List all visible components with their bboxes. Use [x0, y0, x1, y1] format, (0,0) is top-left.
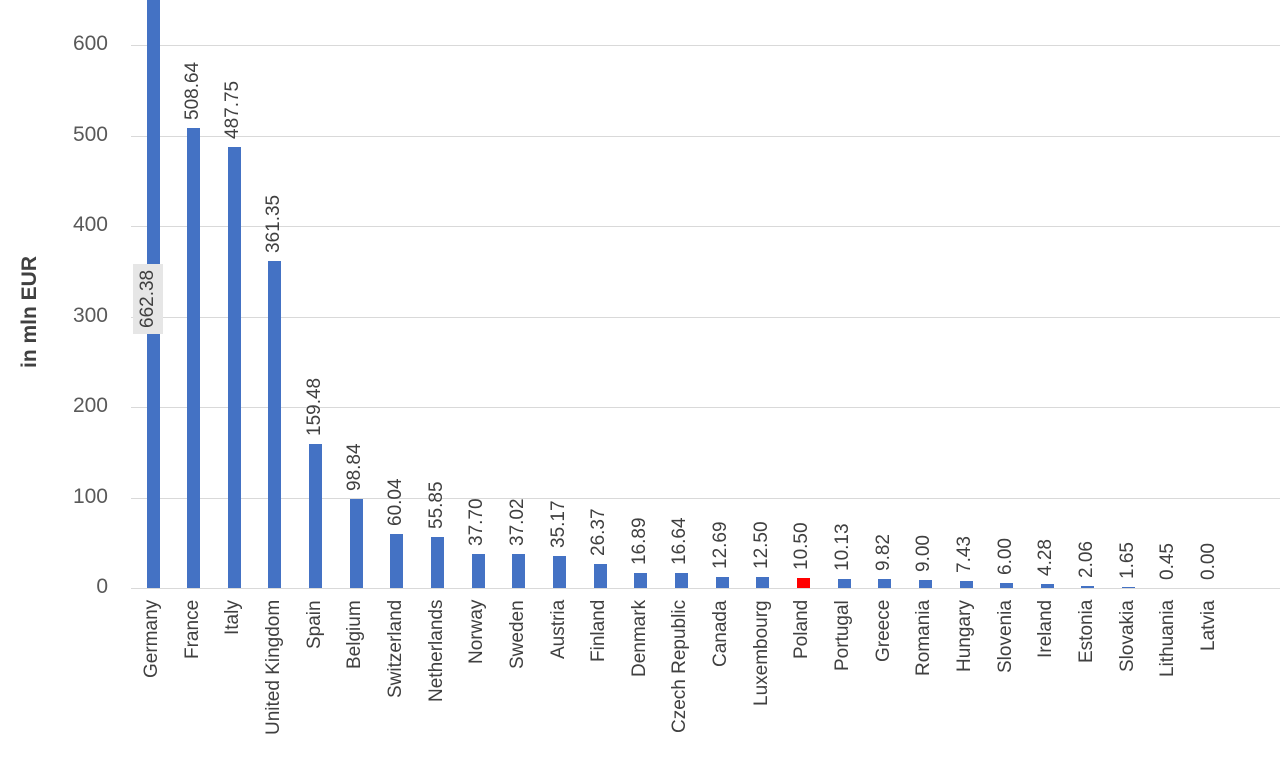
value-label: 1.65 — [1117, 542, 1138, 579]
y-tick-label: 400 — [72, 213, 108, 236]
bar-slovakia — [1122, 587, 1135, 588]
bar-austria — [553, 556, 566, 588]
value-label: 55.85 — [426, 481, 447, 529]
value-label: 6.00 — [995, 538, 1016, 575]
bar-luxembourg — [756, 577, 769, 588]
gridline — [131, 498, 1280, 499]
value-label: 508.64 — [182, 61, 203, 120]
x-tick-label: Greece — [873, 600, 894, 663]
gridline — [131, 588, 1280, 589]
y-tick-label: 600 — [72, 32, 108, 55]
x-tick-label: United Kingdom — [263, 600, 284, 736]
value-label: 35.17 — [548, 500, 569, 548]
value-label: 0.45 — [1157, 543, 1178, 580]
value-label: 37.70 — [466, 498, 487, 546]
x-tick-label: Germany — [141, 600, 162, 679]
x-tick-label: Canada — [710, 600, 731, 667]
bar-slovenia — [1000, 583, 1013, 588]
bar-belgium — [350, 499, 363, 588]
gridline — [131, 317, 1280, 318]
bar-czech-republic — [675, 573, 688, 588]
value-label: 12.69 — [710, 521, 731, 569]
value-label: 37.02 — [507, 498, 528, 546]
bar-canada — [716, 577, 729, 588]
y-tick-label: 500 — [72, 123, 108, 146]
x-tick-label: Ireland — [1035, 600, 1056, 659]
x-tick-label: Belgium — [344, 600, 365, 669]
value-label: 98.84 — [344, 443, 365, 491]
gridline — [131, 226, 1280, 227]
value-label: 361.35 — [263, 194, 284, 253]
gridline — [131, 136, 1280, 137]
x-tick-label: Romania — [913, 600, 934, 677]
value-label: 9.82 — [873, 534, 894, 571]
gridline — [131, 45, 1280, 46]
y-tick-label: 100 — [72, 485, 108, 508]
x-tick-label: Slovenia — [995, 600, 1016, 673]
bar-switzerland — [390, 534, 403, 588]
bar-greece — [878, 579, 891, 588]
x-tick-label: Poland — [791, 600, 812, 660]
gridline — [131, 407, 1280, 408]
x-tick-label: Switzerland — [385, 600, 406, 699]
bar-united-kingdom — [268, 261, 281, 588]
bar-romania — [919, 580, 932, 588]
bar-italy — [228, 147, 241, 588]
x-tick-label: Spain — [304, 600, 325, 649]
bar-poland — [797, 578, 810, 588]
value-label: 16.89 — [629, 517, 650, 565]
x-tick-label: Lithuania — [1157, 600, 1178, 678]
bar-netherlands — [431, 537, 444, 588]
value-label: 4.28 — [1035, 539, 1056, 576]
bar-spain — [309, 444, 322, 588]
bar-denmark — [634, 573, 647, 588]
x-tick-label: Norway — [466, 600, 487, 665]
value-label: 159.48 — [304, 377, 325, 436]
x-tick-label: Austria — [548, 600, 569, 660]
bar-sweden — [512, 554, 525, 588]
value-label: 16.64 — [669, 517, 690, 565]
value-label: 2.06 — [1076, 541, 1097, 578]
value-label: 7.43 — [954, 536, 975, 573]
x-tick-label: Luxembourg — [751, 600, 772, 706]
value-label: 60.04 — [385, 478, 406, 526]
x-tick-label: Sweden — [507, 600, 528, 669]
bar-estonia — [1081, 586, 1094, 588]
x-tick-label: Portugal — [832, 600, 853, 671]
value-label: 26.37 — [588, 508, 609, 556]
x-tick-label: Czech Republic — [669, 600, 690, 734]
value-label: 12.50 — [751, 521, 772, 569]
bar-norway — [472, 554, 485, 588]
bar-portugal — [838, 579, 851, 588]
x-tick-label: Latvia — [1198, 600, 1219, 651]
y-tick-label: 0 — [96, 575, 108, 598]
x-tick-label: Finland — [588, 600, 609, 663]
y-tick-label: 300 — [72, 304, 108, 327]
x-tick-label: Italy — [222, 600, 243, 635]
value-label: 10.13 — [832, 523, 853, 571]
bar-hungary — [960, 581, 973, 588]
x-tick-label: Netherlands — [426, 600, 447, 703]
value-label: 10.50 — [791, 522, 812, 570]
bar-ireland — [1041, 584, 1054, 588]
x-tick-label: Hungary — [954, 600, 975, 672]
value-label: 0.00 — [1198, 543, 1219, 580]
value-label: 662.38 — [133, 263, 163, 334]
x-tick-label: Slovakia — [1117, 600, 1138, 672]
value-label: 487.75 — [222, 80, 243, 139]
x-tick-label: Estonia — [1076, 600, 1097, 664]
y-tick-label: 200 — [72, 394, 108, 417]
bar-france — [187, 128, 200, 588]
x-tick-label: France — [182, 600, 203, 660]
value-label: 9.00 — [913, 535, 934, 572]
x-tick-label: Denmark — [629, 600, 650, 678]
bar-finland — [594, 564, 607, 588]
